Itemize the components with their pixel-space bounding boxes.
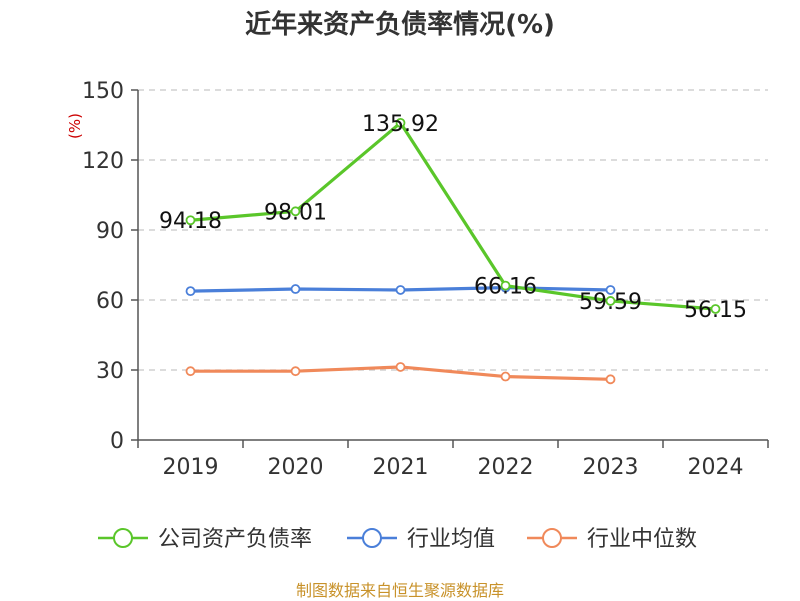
y-tick-label: 120 [82,149,124,174]
chart-title: 近年来资产负债率情况(%) [245,10,555,40]
legend-item[interactable]: 行业均值 [347,527,495,552]
axes: 0 30 60 90 120 150 (%) 2019 2020 2021 2022 2023 2024 [66,79,769,480]
series-lines [185,117,721,385]
data-point [185,286,196,297]
legend-item[interactable]: 行业中位数 [527,527,697,552]
legend: 公司资产负债率 行业均值 行业中位数 [98,527,697,552]
data-point [605,374,616,385]
grid-lines [138,89,768,371]
y-tick-label: 60 [96,289,124,314]
data-point [500,371,511,382]
legend-item[interactable]: 公司资产负债率 [98,527,312,552]
source-note: 制图数据来自恒生聚源数据库 [295,581,504,600]
y-tick-label: 90 [96,219,124,244]
data-label: 94.18 [159,209,222,234]
x-tick-label: 2023 [583,455,639,480]
data-point [185,215,196,226]
x-tick-label: 2020 [268,455,324,480]
x-tick-label: 2019 [163,455,219,480]
data-point [710,304,721,314]
legend-marker [542,528,562,548]
data-point [500,280,511,291]
y-tick-label: 30 [96,359,124,384]
data-point [605,296,616,306]
data-label: 135.92 [362,112,439,137]
data-label: 56.15 [684,298,747,323]
x-tick-label: 2021 [373,455,429,480]
data-point [395,285,406,295]
y-axis-label: (%) [66,113,84,139]
legend-label: 公司资产负债率 [158,527,312,552]
data-point [290,284,301,294]
data-point [605,285,616,295]
data-label: 66.16 [474,275,537,300]
data-labels: 94.18 98.01 135.92 66.16 59.59 56.15 [159,112,747,323]
data-label: 59.59 [579,290,642,315]
data-point [185,366,196,377]
legend-marker [362,528,382,548]
series-line [188,121,718,311]
data-point [395,362,406,372]
x-tick-label: 2024 [688,455,744,480]
y-tick-label: 150 [82,79,124,104]
x-tick-label: 2022 [478,455,534,480]
y-tick-label: 0 [110,429,124,454]
data-point [395,117,406,128]
legend-label: 行业均值 [407,527,495,552]
data-point [290,206,301,217]
legend-marker [113,528,133,548]
legend-label: 行业中位数 [587,527,697,552]
data-point [290,366,301,377]
data-label: 98.01 [264,200,327,225]
